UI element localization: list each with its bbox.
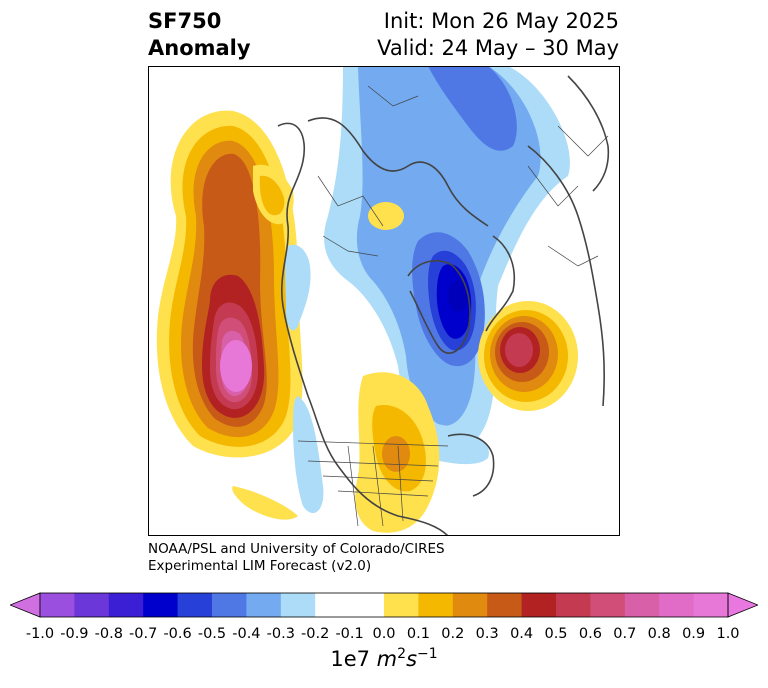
units-prefix: 1e7 (330, 647, 377, 671)
colorbar-tick-label: 0.2 (441, 626, 465, 642)
colorbar-extend-high (727, 592, 758, 618)
colorbar-tick-label: -0.2 (301, 626, 330, 642)
atlantic-positive-anomaly (478, 301, 578, 411)
valid-range: Valid: 24 May – 30 May (377, 36, 619, 60)
colorbar-tick-label: 0.8 (647, 626, 671, 642)
colorbar-tick-label: 0.3 (475, 626, 499, 642)
alaska-positive-core (259, 175, 285, 216)
colorbar-outline (39, 592, 729, 618)
credit-text: NOAA/PSL and University of Colorado/CIRE… (148, 541, 445, 575)
colorbar-swatch (212, 593, 247, 617)
colorbar (10, 592, 758, 618)
title-field-type: Anomaly (148, 36, 251, 60)
us-positive-anomaly (355, 372, 440, 533)
political-borders (297, 85, 609, 527)
colorbar-swatch (487, 593, 523, 617)
pacific-south-negative (293, 396, 324, 514)
init-date: Init: Mon 26 May 2025 (383, 9, 619, 33)
colorbar-tick-label: -1.0 (25, 626, 55, 642)
colorbar-swatch (143, 593, 179, 617)
title-field-name: SF750 (148, 9, 222, 33)
colorbar-tick-label: 0.5 (544, 626, 568, 642)
credit-line-2: Experimental LIM Forecast (v2.0) (148, 558, 372, 574)
colorbar-units: 1e7 m2s−1 (0, 646, 768, 671)
colorbar-tick-label: -0.4 (232, 626, 261, 642)
colorbar-swatch (384, 593, 419, 617)
colorbar-swatch (556, 593, 591, 617)
east-pacific-positive (232, 486, 298, 520)
map-border (148, 66, 620, 536)
colorbar-swatch (590, 593, 626, 617)
colorbar-extend-low (10, 592, 41, 618)
west-coast-negative (285, 244, 311, 331)
colorbar-swatch (108, 593, 144, 617)
colorbar-tick-label: -0.1 (335, 626, 364, 642)
colorbar-tick-label: 1.0 (716, 626, 740, 642)
colorbar-tick-label: -0.5 (197, 626, 227, 642)
map-title: SF750 Anomaly (148, 8, 251, 62)
polar-stereographic-map (148, 66, 620, 536)
units-exp1: 2 (397, 646, 407, 662)
colorbar-tick-label: -0.8 (94, 626, 123, 642)
credit-line-1: NOAA/PSL and University of Colorado/CIRE… (148, 541, 445, 557)
colorbar-swatch (246, 593, 282, 617)
colorbar-tick-label: -0.9 (60, 626, 89, 642)
colorbar-tick-label: 0.6 (578, 626, 602, 642)
colorbar-tick-label: -0.6 (163, 626, 192, 642)
units-exp2: −1 (417, 646, 438, 662)
colorbar-tick-label: 0.7 (613, 626, 637, 642)
colorbar-tick-label: -0.3 (266, 626, 295, 642)
colorbar-swatch (659, 593, 695, 617)
colorbar-swatch (418, 593, 454, 617)
colorbar-swatch (280, 593, 316, 617)
colorbar-swatch (624, 593, 660, 617)
colorbar-ticks: -1.0 -0.9 -0.8 -0.7 -0.6 -0.5 -0.4 -0.3 -0.2 -0.1… (0, 626, 768, 646)
colorbar-swatch (40, 593, 75, 617)
colorbar-swatch (693, 593, 729, 617)
pacific-positive-anomaly (156, 110, 303, 458)
colorbar-swatch (177, 593, 213, 617)
colorbar-tick-label: 0.1 (406, 626, 430, 642)
map-dates: Init: Mon 26 May 2025 Valid: 24 May – 30… (377, 8, 619, 62)
colorbar-tick-label: 0.0 (372, 626, 396, 642)
units-base: m (376, 647, 398, 671)
colorbar-swatch (452, 593, 488, 617)
units-mid: s (406, 647, 418, 671)
colorbar-tick-label: -0.7 (129, 626, 158, 642)
colorbar-swatch (521, 593, 557, 617)
colorbar-swatch (315, 593, 351, 617)
arctic-negative-anomaly (324, 66, 570, 449)
colorbar-tick-label: 0.9 (682, 626, 706, 642)
arctic-positive (368, 202, 404, 230)
colorbar-tick-label: 0.4 (510, 626, 534, 642)
colorbar-swatch (349, 593, 385, 617)
colorbar-swatch (74, 593, 110, 617)
